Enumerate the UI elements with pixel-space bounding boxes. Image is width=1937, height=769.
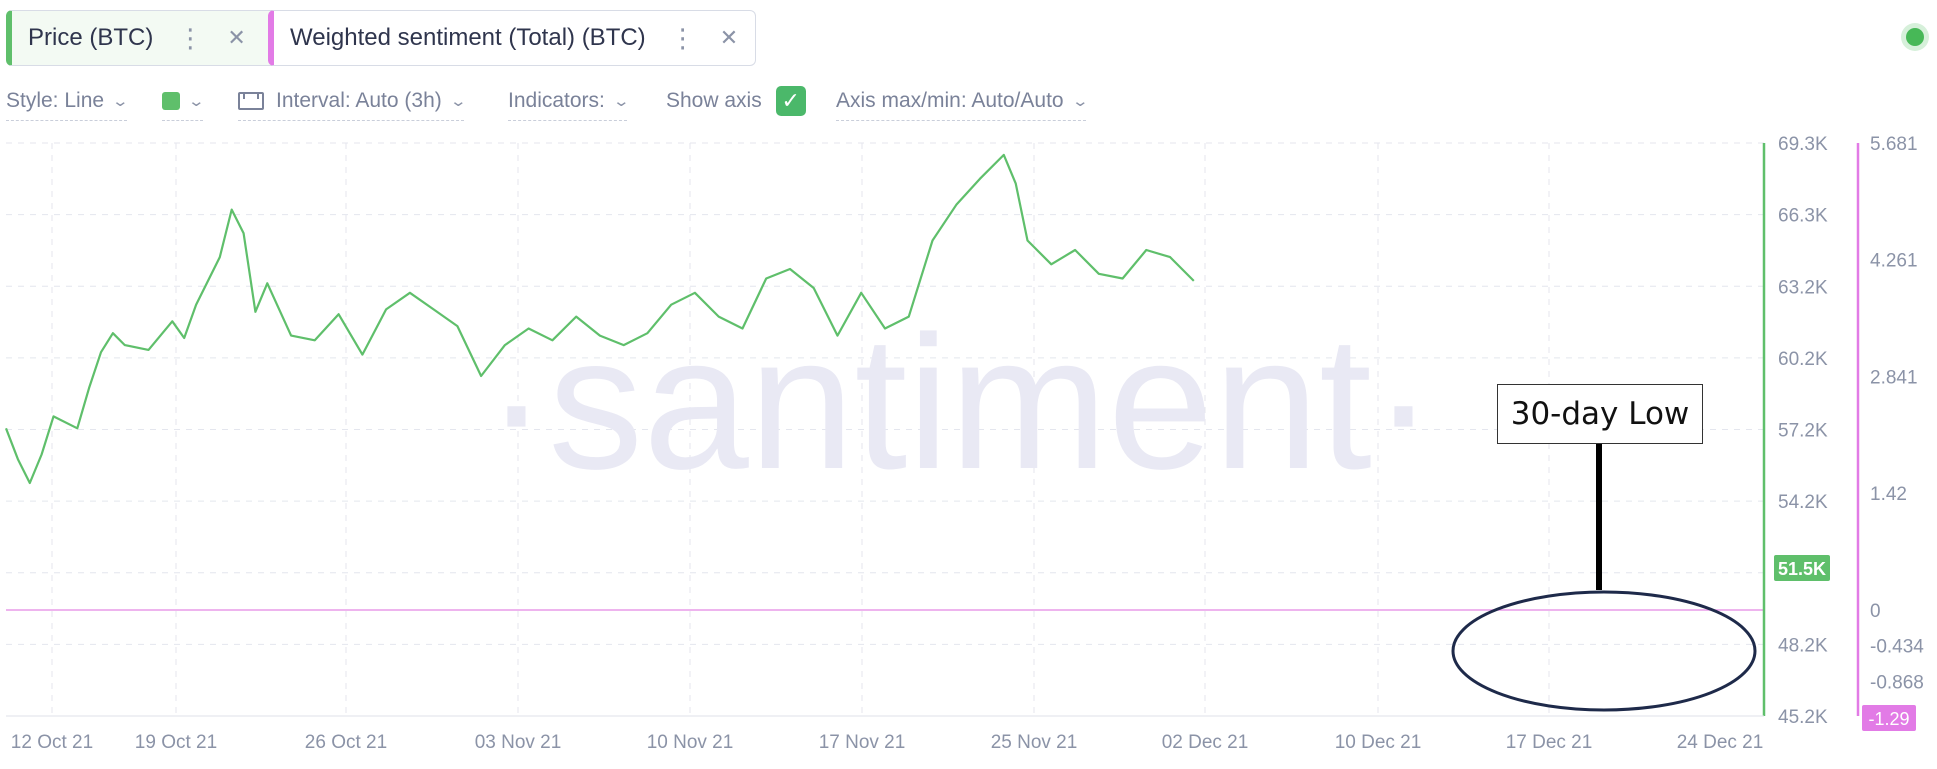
sentiment-tick-label: 0 — [1870, 601, 1881, 622]
annotation-callout: 30-day Low — [1497, 384, 1703, 444]
show-axis-label: Show axis — [666, 89, 762, 112]
price-tick-label: 45.2K — [1778, 707, 1828, 728]
sentiment-tick-label: 1.42 — [1870, 484, 1907, 505]
santiment-watermark: ·santiment· — [485, 297, 1435, 509]
tab-label: Weighted sentiment (Total) (BTC) — [290, 24, 646, 51]
style-label: Style: Line — [6, 89, 105, 112]
price-tick-label: 57.2K — [1778, 421, 1828, 442]
indicators-dropdown[interactable]: Indicators: ⌄ — [508, 84, 630, 121]
sentiment-tick-label: -0.434 — [1870, 637, 1924, 658]
x-tick-label: 25 Nov 21 — [991, 732, 1078, 753]
x-tick-label: 10 Dec 21 — [1335, 732, 1422, 753]
chevron-down-icon: ⌄ — [1071, 93, 1089, 110]
color-picker[interactable]: ⌄ — [162, 84, 206, 121]
price-tick-label: 54.2K — [1778, 492, 1828, 513]
annotation-pointer — [1596, 444, 1602, 590]
price-tick-label: 48.2K — [1778, 635, 1828, 656]
sentiment-tick-label: 2.841 — [1870, 367, 1918, 388]
axis-maxmin-dropdown[interactable]: Axis max/min: Auto/Auto ⌄ — [836, 84, 1089, 121]
chevron-down-icon: ⌄ — [449, 93, 467, 110]
tab-price-btc[interactable]: Price (BTC) ⋮ ✕ — [6, 10, 288, 66]
live-status-dot — [1906, 28, 1924, 46]
tab-weighted-sentiment[interactable]: Weighted sentiment (Total) (BTC) ⋮ ✕ — [268, 10, 756, 66]
style-dropdown[interactable]: Style: Line ⌄ — [6, 84, 130, 121]
x-tick-label: 17 Dec 21 — [1506, 732, 1593, 753]
x-tick-label: 19 Oct 21 — [135, 732, 217, 753]
color-swatch — [162, 92, 180, 110]
x-tick-label: 12 Oct 21 — [11, 732, 93, 753]
chevron-down-icon: ⌄ — [187, 93, 206, 110]
sentiment-tick-label: 4.261 — [1870, 251, 1918, 272]
sentiment-current-value: -1.29 — [1868, 709, 1909, 729]
highlight-ellipse — [1451, 590, 1757, 712]
interval-dropdown[interactable]: Interval: Auto (3h) ⌄ — [238, 84, 467, 121]
x-tick-label: 03 Nov 21 — [475, 732, 562, 753]
x-tick-label: 10 Nov 21 — [647, 732, 734, 753]
series-line — [4, 153, 1195, 485]
indicators-label: Indicators: — [508, 89, 605, 112]
interval-label: Interval: Auto (3h) — [276, 89, 442, 112]
x-tick-label: 02 Dec 21 — [1162, 732, 1249, 753]
price-current-value: 51.5K — [1778, 559, 1826, 579]
more-vertical-icon[interactable]: ⋮ — [177, 23, 204, 53]
price-tick-label: 63.2K — [1778, 277, 1828, 298]
tab-label: Price (BTC) — [28, 24, 154, 51]
x-tick-label: 24 Dec 21 — [1677, 732, 1764, 753]
sentiment-tick-label: -0.868 — [1870, 672, 1924, 693]
checkbox-checked-icon[interactable]: ✓ — [775, 86, 806, 116]
chevron-down-icon: ⌄ — [111, 93, 130, 110]
close-icon[interactable]: ✕ — [227, 25, 246, 50]
price-current-badge — [1774, 555, 1830, 581]
x-tick-label: 17 Nov 21 — [819, 732, 906, 753]
more-vertical-icon[interactable]: ⋮ — [669, 23, 696, 53]
price-tick-label: 66.3K — [1778, 206, 1828, 227]
chevron-down-icon: ⌄ — [612, 93, 630, 110]
x-tick-label: 26 Oct 21 — [305, 732, 387, 753]
calendar-icon — [238, 92, 264, 110]
sentiment-tick-label: 5.681 — [1870, 134, 1918, 155]
show-axis-toggle[interactable]: Show axis ✓ — [666, 84, 806, 120]
price-tick-label: 69.3K — [1778, 134, 1828, 155]
price-tick-label: 60.2K — [1778, 349, 1828, 370]
price-series — [4, 153, 1195, 485]
close-icon[interactable]: ✕ — [719, 25, 739, 50]
sentiment-current-badge — [1862, 705, 1916, 731]
annotation-label: 30-day Low — [1510, 396, 1690, 432]
axis-maxmin-label: Axis max/min: Auto/Auto — [836, 89, 1064, 112]
chart-axes: 69.3K66.3K63.2K60.2K57.2K54.2K51.2K48.2K… — [6, 134, 1924, 753]
